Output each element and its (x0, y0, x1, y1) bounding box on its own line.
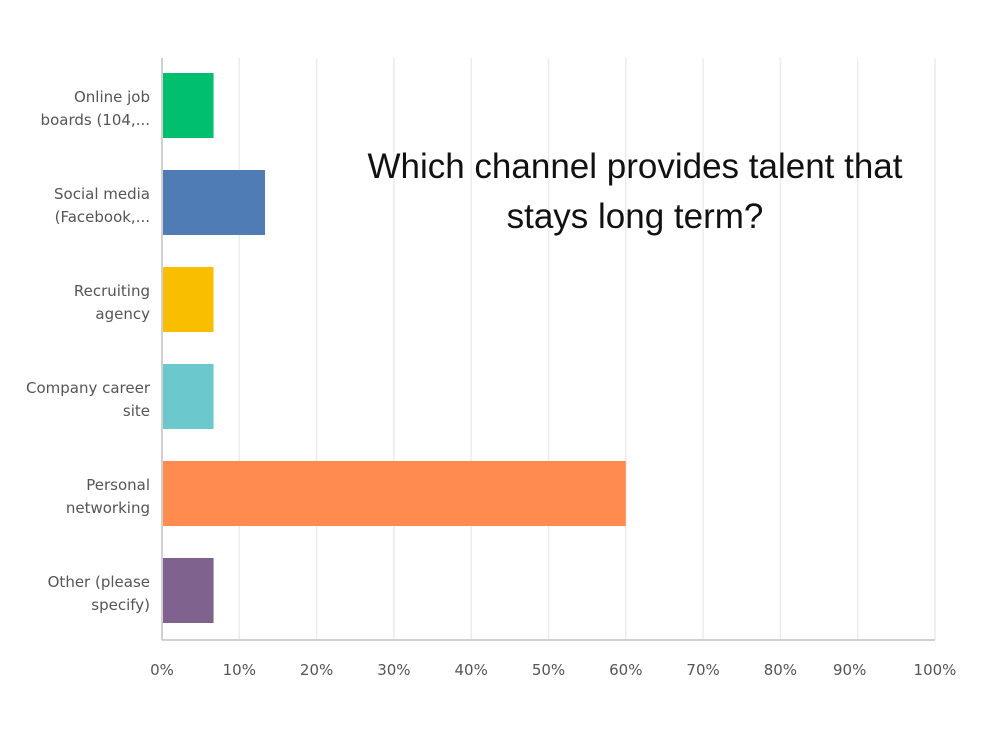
bar (163, 364, 214, 429)
bar (163, 170, 266, 235)
x-tick-label: 70% (686, 661, 719, 679)
x-tick-label: 90% (833, 661, 866, 679)
category-label: (Facebook,... (55, 208, 150, 226)
category-label: site (123, 402, 150, 420)
category-label: Recruiting (74, 282, 150, 300)
x-tick-label: 40% (455, 661, 488, 679)
category-label: Company career (26, 379, 151, 397)
x-tick-label: 30% (377, 661, 410, 679)
category-label: Online job (74, 88, 150, 106)
bar (163, 267, 214, 332)
category-label: Personal (86, 476, 150, 494)
x-tick-label: 0% (150, 661, 174, 679)
bar (163, 73, 214, 138)
category-label: networking (66, 499, 150, 517)
x-tick-label: 100% (914, 661, 957, 679)
category-label: specify) (91, 596, 150, 614)
category-label: Other (please (48, 573, 150, 591)
category-label: boards (104,... (41, 111, 150, 129)
x-tick-label: 10% (223, 661, 256, 679)
bar (163, 461, 626, 526)
x-tick-label: 60% (609, 661, 642, 679)
bar (163, 558, 214, 623)
chart-title: Which channel provides talent that stays… (367, 147, 903, 236)
x-tick-label: 50% (532, 661, 565, 679)
category-label: agency (95, 305, 150, 323)
x-tick-label: 20% (300, 661, 333, 679)
x-tick-label: 80% (764, 661, 797, 679)
category-label: Social media (54, 185, 150, 203)
